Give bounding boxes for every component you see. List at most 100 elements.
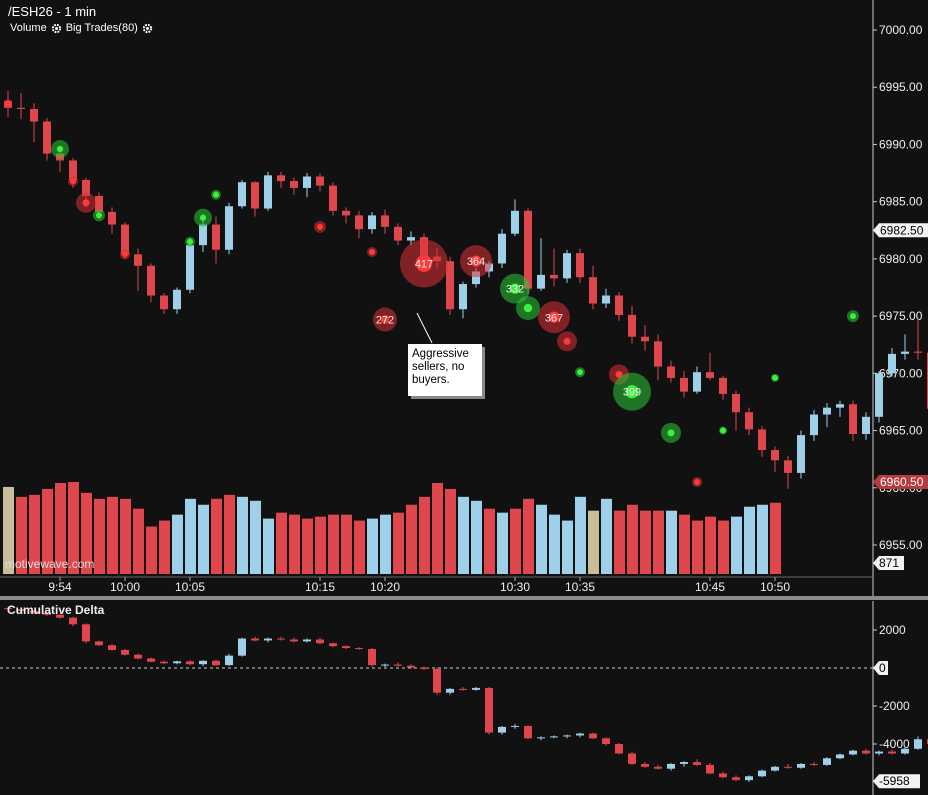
delta-candle-down — [82, 624, 90, 642]
zero-marker — [873, 661, 888, 675]
candle-down — [147, 265, 155, 296]
big-trade-core — [577, 369, 583, 376]
volume-bar — [367, 518, 378, 574]
candle-up — [173, 289, 181, 310]
delta-candle-down — [420, 667, 428, 669]
price-tick-label: 6990.00 — [879, 137, 923, 151]
candle-down — [17, 107, 25, 109]
candle-up — [472, 271, 480, 285]
delta-candle-up — [498, 726, 506, 733]
candle-down — [654, 341, 662, 367]
volume-bar — [29, 494, 40, 574]
candle-down — [524, 210, 532, 289]
volume-bar — [354, 520, 365, 574]
big-trade-size-label: 364 — [467, 256, 485, 268]
delta-candle-up — [823, 758, 831, 765]
volume-bar — [601, 498, 612, 574]
big-trade-core — [470, 255, 482, 267]
candle-down — [394, 226, 402, 241]
delta-candle-down — [316, 639, 324, 644]
candle-up — [810, 414, 818, 436]
volume-bar — [172, 514, 183, 574]
chart-title: /ESH26 - 1 min — [8, 4, 97, 19]
big-trade-core — [563, 337, 571, 345]
delta-candle-up — [199, 660, 207, 665]
volume-bar — [81, 492, 92, 574]
study-label-big-trades: Big Trades(80) — [65, 22, 138, 34]
delta-tick-label: -2000 — [879, 699, 910, 713]
big-trade-size-label: 399 — [623, 387, 641, 399]
delta-candle-down — [394, 664, 402, 666]
delta-candle-down — [407, 665, 415, 668]
time-axis-label: 10:45 — [695, 580, 725, 594]
delta-candle-down — [121, 649, 129, 655]
candle-down — [43, 121, 51, 154]
candle-up — [537, 274, 545, 289]
delta-candle-down — [329, 643, 337, 647]
delta-candle-up — [836, 754, 844, 759]
candle-down — [706, 372, 714, 378]
delta-marker-label: -5958 — [879, 774, 910, 788]
volume-bar — [523, 498, 534, 574]
gear-icon[interactable] — [142, 23, 153, 34]
candle-down — [771, 450, 779, 461]
volume-bar — [406, 504, 417, 574]
volume-bar — [159, 520, 170, 574]
delta-candle-down — [4, 608, 12, 610]
volume-bar — [692, 520, 703, 574]
volume-bar — [549, 514, 560, 574]
delta-candle-down — [134, 654, 142, 659]
candle-down — [641, 336, 649, 342]
delta-candle-down — [459, 688, 467, 690]
price-tick-label: 6975.00 — [879, 309, 923, 323]
volume-bar — [679, 514, 690, 574]
candle-up — [199, 224, 207, 246]
candle-up — [225, 206, 233, 250]
candle-down — [95, 195, 103, 212]
volume-bar — [731, 516, 742, 574]
volume-bar — [211, 498, 222, 574]
candle-down — [329, 185, 337, 211]
delta-candle-up — [875, 751, 883, 754]
candle-down — [251, 182, 259, 209]
big-trade-core — [369, 249, 375, 256]
delta-marker — [873, 774, 920, 789]
big-trade-core — [415, 255, 433, 272]
gear-icon[interactable] — [51, 23, 62, 34]
volume-bar — [276, 512, 287, 574]
delta-candle-up — [667, 763, 675, 769]
candle-up — [888, 353, 896, 374]
delta-candle-down — [732, 777, 740, 781]
candle-down — [576, 253, 584, 278]
price-tick-label: 6980.00 — [879, 252, 923, 266]
volume-bar — [55, 482, 66, 574]
candle-up — [563, 253, 571, 279]
candle-down — [121, 224, 129, 255]
delta-candle-up — [381, 664, 389, 666]
volume-bar — [328, 514, 339, 574]
big-trade-core — [317, 223, 323, 230]
volume-bar — [419, 496, 430, 574]
candle-down — [914, 351, 922, 353]
volume-bar — [120, 498, 131, 574]
delta-candle-down — [784, 766, 792, 768]
candle-down — [30, 108, 38, 122]
delta-candle-up — [771, 766, 779, 771]
candle-down — [160, 295, 168, 310]
volume-bar — [536, 504, 547, 574]
annotation-callout[interactable]: Aggressive sellers, no buyers. — [408, 344, 482, 396]
delta-candle-down — [641, 763, 649, 767]
delta-candle-up — [758, 770, 766, 777]
delta-candle-down — [693, 762, 701, 765]
candle-up — [875, 373, 883, 417]
candle-up — [407, 237, 415, 241]
delta-candle-up — [472, 687, 480, 690]
time-axis-label: 9:54 — [48, 580, 72, 594]
candle-down — [290, 181, 298, 188]
candle-down — [615, 295, 623, 315]
candle-down — [758, 429, 766, 451]
delta-candle-up — [797, 763, 805, 768]
candle-up — [303, 176, 311, 188]
